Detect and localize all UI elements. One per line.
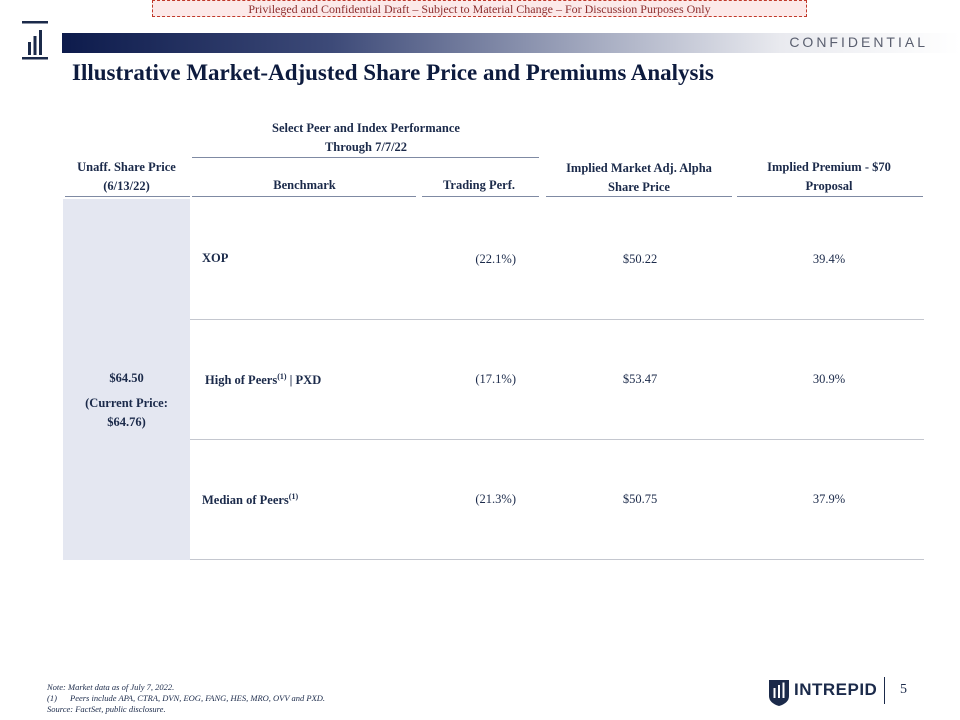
trading-perf-header: Trading Perf. xyxy=(443,178,515,192)
benchmark-header-underline xyxy=(192,196,416,197)
table-row-trading-perf: (22.1%) xyxy=(475,252,516,266)
alpha-header-line1: Implied Market Adj. Alpha xyxy=(566,161,712,175)
current-price-line2: $64.76) xyxy=(107,415,146,429)
alpha-header-line2: Share Price xyxy=(608,180,670,194)
premium-header-line1: Implied Premium - $70 xyxy=(767,160,891,174)
alpha-header-underline xyxy=(546,196,732,197)
table-row-implied-price: $53.47 xyxy=(622,372,658,386)
footnotes: Note: Market data as of July 7, 2022. (1… xyxy=(47,682,325,715)
row-divider xyxy=(190,439,924,440)
page-title: Illustrative Market-Adjusted Share Price… xyxy=(72,60,714,85)
intrepid-shield-icon xyxy=(769,680,789,706)
unaff-header-line2: (6/13/22) xyxy=(103,179,150,193)
table-row-implied-premium: 30.9% xyxy=(812,372,846,386)
table-row-benchmark: High of Peers(1) | PXD xyxy=(205,372,321,388)
page-number: 5 xyxy=(900,682,907,697)
benchmark-suffix: | PXD xyxy=(289,373,322,388)
trading-perf-header-underline xyxy=(422,196,539,197)
benchmark-header: Benchmark xyxy=(273,178,336,192)
table-row-benchmark: XOP xyxy=(202,251,229,265)
table-row-implied-premium: 37.9% xyxy=(812,492,846,506)
unaff-header: Unaff. Share Price (6/13/22) xyxy=(63,158,190,196)
premium-header-underline xyxy=(737,196,923,197)
benchmark-label: Median of Peers xyxy=(202,493,289,508)
table-row-benchmark: Median of Peers(1) xyxy=(202,492,298,508)
draft-banner: Privileged and Confidential Draft – Subj… xyxy=(152,0,807,17)
confidential-label: CONFIDENTIAL xyxy=(789,34,928,50)
table-row-implied-price: $50.75 xyxy=(622,492,658,506)
group-header: Select Peer and Index Performance Throug… xyxy=(190,119,542,157)
row-divider xyxy=(190,319,924,320)
alpha-header: Implied Market Adj. Alpha Share Price xyxy=(544,159,734,197)
footnote-ref: (1) xyxy=(288,492,299,501)
unaffected-price-panel xyxy=(63,199,190,560)
intrepid-logo-text: INTREPID xyxy=(794,680,878,699)
unaffected-price-cell: $64.50 (Current Price: $64.76) xyxy=(63,369,190,432)
table-row-implied-premium: 39.4% xyxy=(812,252,846,266)
unaff-header-line1: Unaff. Share Price xyxy=(77,160,176,174)
table-row-trading-perf: (21.3%) xyxy=(475,492,516,506)
premium-header-line2: Proposal xyxy=(805,179,853,193)
premium-header: Implied Premium - $70 Proposal xyxy=(735,158,923,196)
firm-logo-icon xyxy=(22,21,48,60)
unaff-header-underline xyxy=(65,196,190,197)
logo-separator xyxy=(884,677,885,704)
table-row-implied-price: $50.22 xyxy=(622,252,658,266)
group-header-underline xyxy=(192,157,539,158)
header-gradient-bar xyxy=(62,33,960,53)
table-row-trading-perf: (17.1%) xyxy=(475,372,516,386)
footnote-note: Note: Market data as of July 7, 2022. xyxy=(47,682,175,692)
benchmark-label: High of Peers xyxy=(205,373,278,388)
footnote-source: Source: FactSet, public disclosure. xyxy=(47,704,166,714)
footnote-1: (1) Peers include APA, CTRA, DVN, EOG, FA… xyxy=(47,693,325,704)
row-divider xyxy=(190,559,924,560)
footnote-ref: (1) xyxy=(277,372,287,381)
current-price-line1: (Current Price: xyxy=(85,396,168,410)
footnote-1-text: Peers include APA, CTRA, DVN, EOG, FANG,… xyxy=(70,693,326,703)
footnote-1-number: (1) xyxy=(47,693,57,703)
group-header-line1: Select Peer and Index Performance xyxy=(272,121,460,135)
group-header-line2: Through 7/7/22 xyxy=(324,140,408,154)
unaffected-price: $64.50 xyxy=(109,371,144,385)
